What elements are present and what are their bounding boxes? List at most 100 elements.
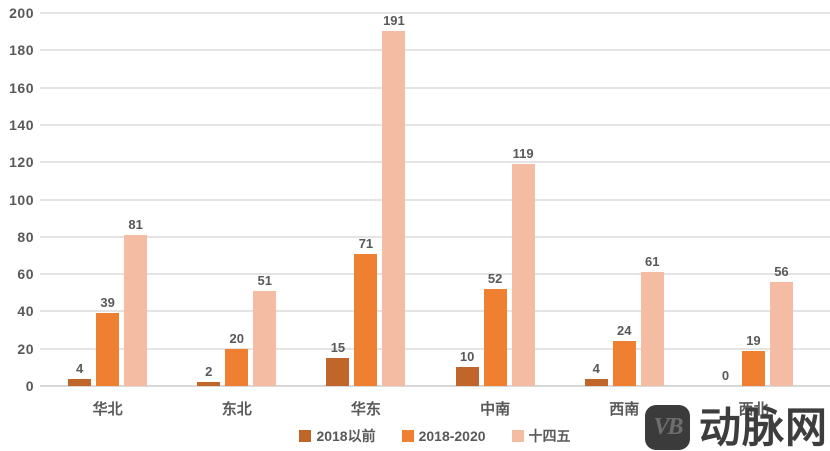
y-axis-tick-label: 60 (17, 266, 34, 283)
plot-area: 4 39 81 2 20 51 15 71 191 10 52 119 4 24 61 0 19 56 (40, 12, 830, 387)
bar (741, 350, 765, 386)
legend-label: 十四五 (528, 428, 571, 444)
bar-value-label: 4 (75, 360, 84, 376)
bar-column: 51 (253, 13, 277, 386)
y-axis: 0 20 40 60 80 100 120 140 160 180 200 (0, 5, 34, 394)
gridline (40, 347, 830, 350)
bar (769, 281, 793, 386)
bar-group: 4 39 81 (43, 13, 172, 386)
legend: 2018以前 2018-2020 十四五 (40, 426, 830, 446)
bar-value-label: 191 (383, 13, 405, 28)
y-axis-tick-label: 40 (17, 303, 34, 320)
bar-column: 24 (612, 13, 636, 386)
bar-value-label: 56 (774, 263, 789, 279)
x-axis-label: 中南 (480, 401, 511, 418)
bar-column: 4 (584, 13, 608, 386)
bar-column: 61 (640, 13, 664, 386)
x-axis-label: 西北 (738, 401, 769, 418)
watermark-site-name: 动脉网 (698, 403, 828, 451)
bar-value-label: 10 (459, 349, 475, 365)
bar (124, 234, 148, 386)
bar-value-label: 61 (645, 254, 660, 270)
bar (483, 289, 507, 386)
bar-column: 52 (483, 13, 507, 386)
bar-value-label: 71 (358, 235, 374, 251)
bar-groups: 4 39 81 2 20 51 15 71 191 10 52 119 4 24 61 0 19 56 (43, 13, 818, 386)
y-axis-tick-label: 100 (9, 191, 34, 208)
bar-group: 2 20 51 (172, 13, 301, 386)
legend-item: 2018-2020 (401, 426, 486, 446)
y-axis-tick-label: 160 (9, 79, 34, 96)
bar (382, 31, 406, 386)
y-axis-tick-label: 0 (25, 378, 34, 394)
bar-value-label: 119 (512, 146, 534, 162)
bar-column: 191 (382, 13, 406, 386)
vb-logo-text: VB (653, 414, 683, 440)
x-axis-label: 西南 (609, 401, 640, 418)
legend-item: 2018以前 (299, 426, 376, 446)
bar-column: 71 (354, 13, 378, 386)
gridline (40, 123, 830, 126)
y-axis-tick-label: 140 (9, 116, 34, 133)
legend-swatch (299, 430, 312, 442)
bar-group: 10 52 119 (431, 13, 560, 386)
bar (225, 348, 249, 386)
bar (68, 378, 92, 386)
bar-group: 4 24 61 (560, 13, 689, 386)
bar-value-label: 81 (128, 216, 143, 232)
bar-value-label: 51 (257, 272, 272, 288)
legend-item: 十四五 (511, 426, 571, 446)
bar-column: 19 (741, 13, 765, 386)
gridline (40, 12, 830, 14)
gridline (40, 198, 830, 201)
gridline (40, 161, 830, 164)
gridline (40, 235, 830, 238)
bar-column: 10 (455, 13, 479, 386)
bar-value-label: 2 (205, 364, 213, 380)
vb-logo-icon: VB (644, 405, 690, 450)
bar (96, 313, 120, 386)
bar (640, 272, 664, 386)
legend-label: 2018-2020 (418, 428, 486, 444)
bar-value-label: 0 (721, 368, 730, 383)
gridline (40, 273, 830, 276)
bar (612, 341, 636, 386)
bar-column: 15 (326, 13, 350, 386)
bar-value-label: 20 (229, 330, 244, 346)
bar-group: 0 19 56 (689, 13, 818, 386)
gridline (40, 385, 830, 387)
bar (197, 382, 221, 386)
bar-value-label: 24 (617, 323, 632, 339)
y-axis-tick-label: 80 (17, 228, 34, 245)
bar-value-label: 19 (746, 332, 761, 348)
bar-value-label: 15 (330, 340, 346, 356)
bar-value-label: 39 (100, 295, 115, 311)
bar-column: 0 (714, 13, 737, 386)
gridline (40, 310, 830, 313)
y-axis-tick-label: 120 (9, 154, 34, 171)
x-axis-label: 华东 (350, 401, 381, 418)
y-axis-tick-label: 200 (9, 5, 34, 21)
bar (511, 164, 535, 386)
x-axis-labels: 华北 东北 华东 中南 西南 西北 (43, 398, 818, 419)
bar (326, 358, 350, 386)
bar-value-label: 52 (487, 271, 503, 287)
y-axis-tick-label: 180 (9, 42, 34, 59)
bar-value-label: 4 (592, 360, 600, 376)
bar (354, 253, 378, 386)
bar (253, 290, 277, 386)
bar (455, 367, 479, 386)
bar-group: 15 71 191 (301, 13, 430, 386)
bar-column: 20 (225, 13, 249, 386)
legend-swatch (511, 430, 524, 442)
legend-label: 2018以前 (316, 428, 376, 444)
x-axis-label: 华北 (92, 401, 123, 418)
bar-column: 119 (511, 13, 535, 386)
bar-column: 39 (96, 13, 120, 386)
gridline (40, 49, 830, 52)
bar-column: 56 (769, 13, 793, 386)
legend-swatch (401, 430, 414, 442)
y-axis-tick-label: 20 (17, 340, 34, 357)
bar-column: 4 (68, 13, 92, 386)
